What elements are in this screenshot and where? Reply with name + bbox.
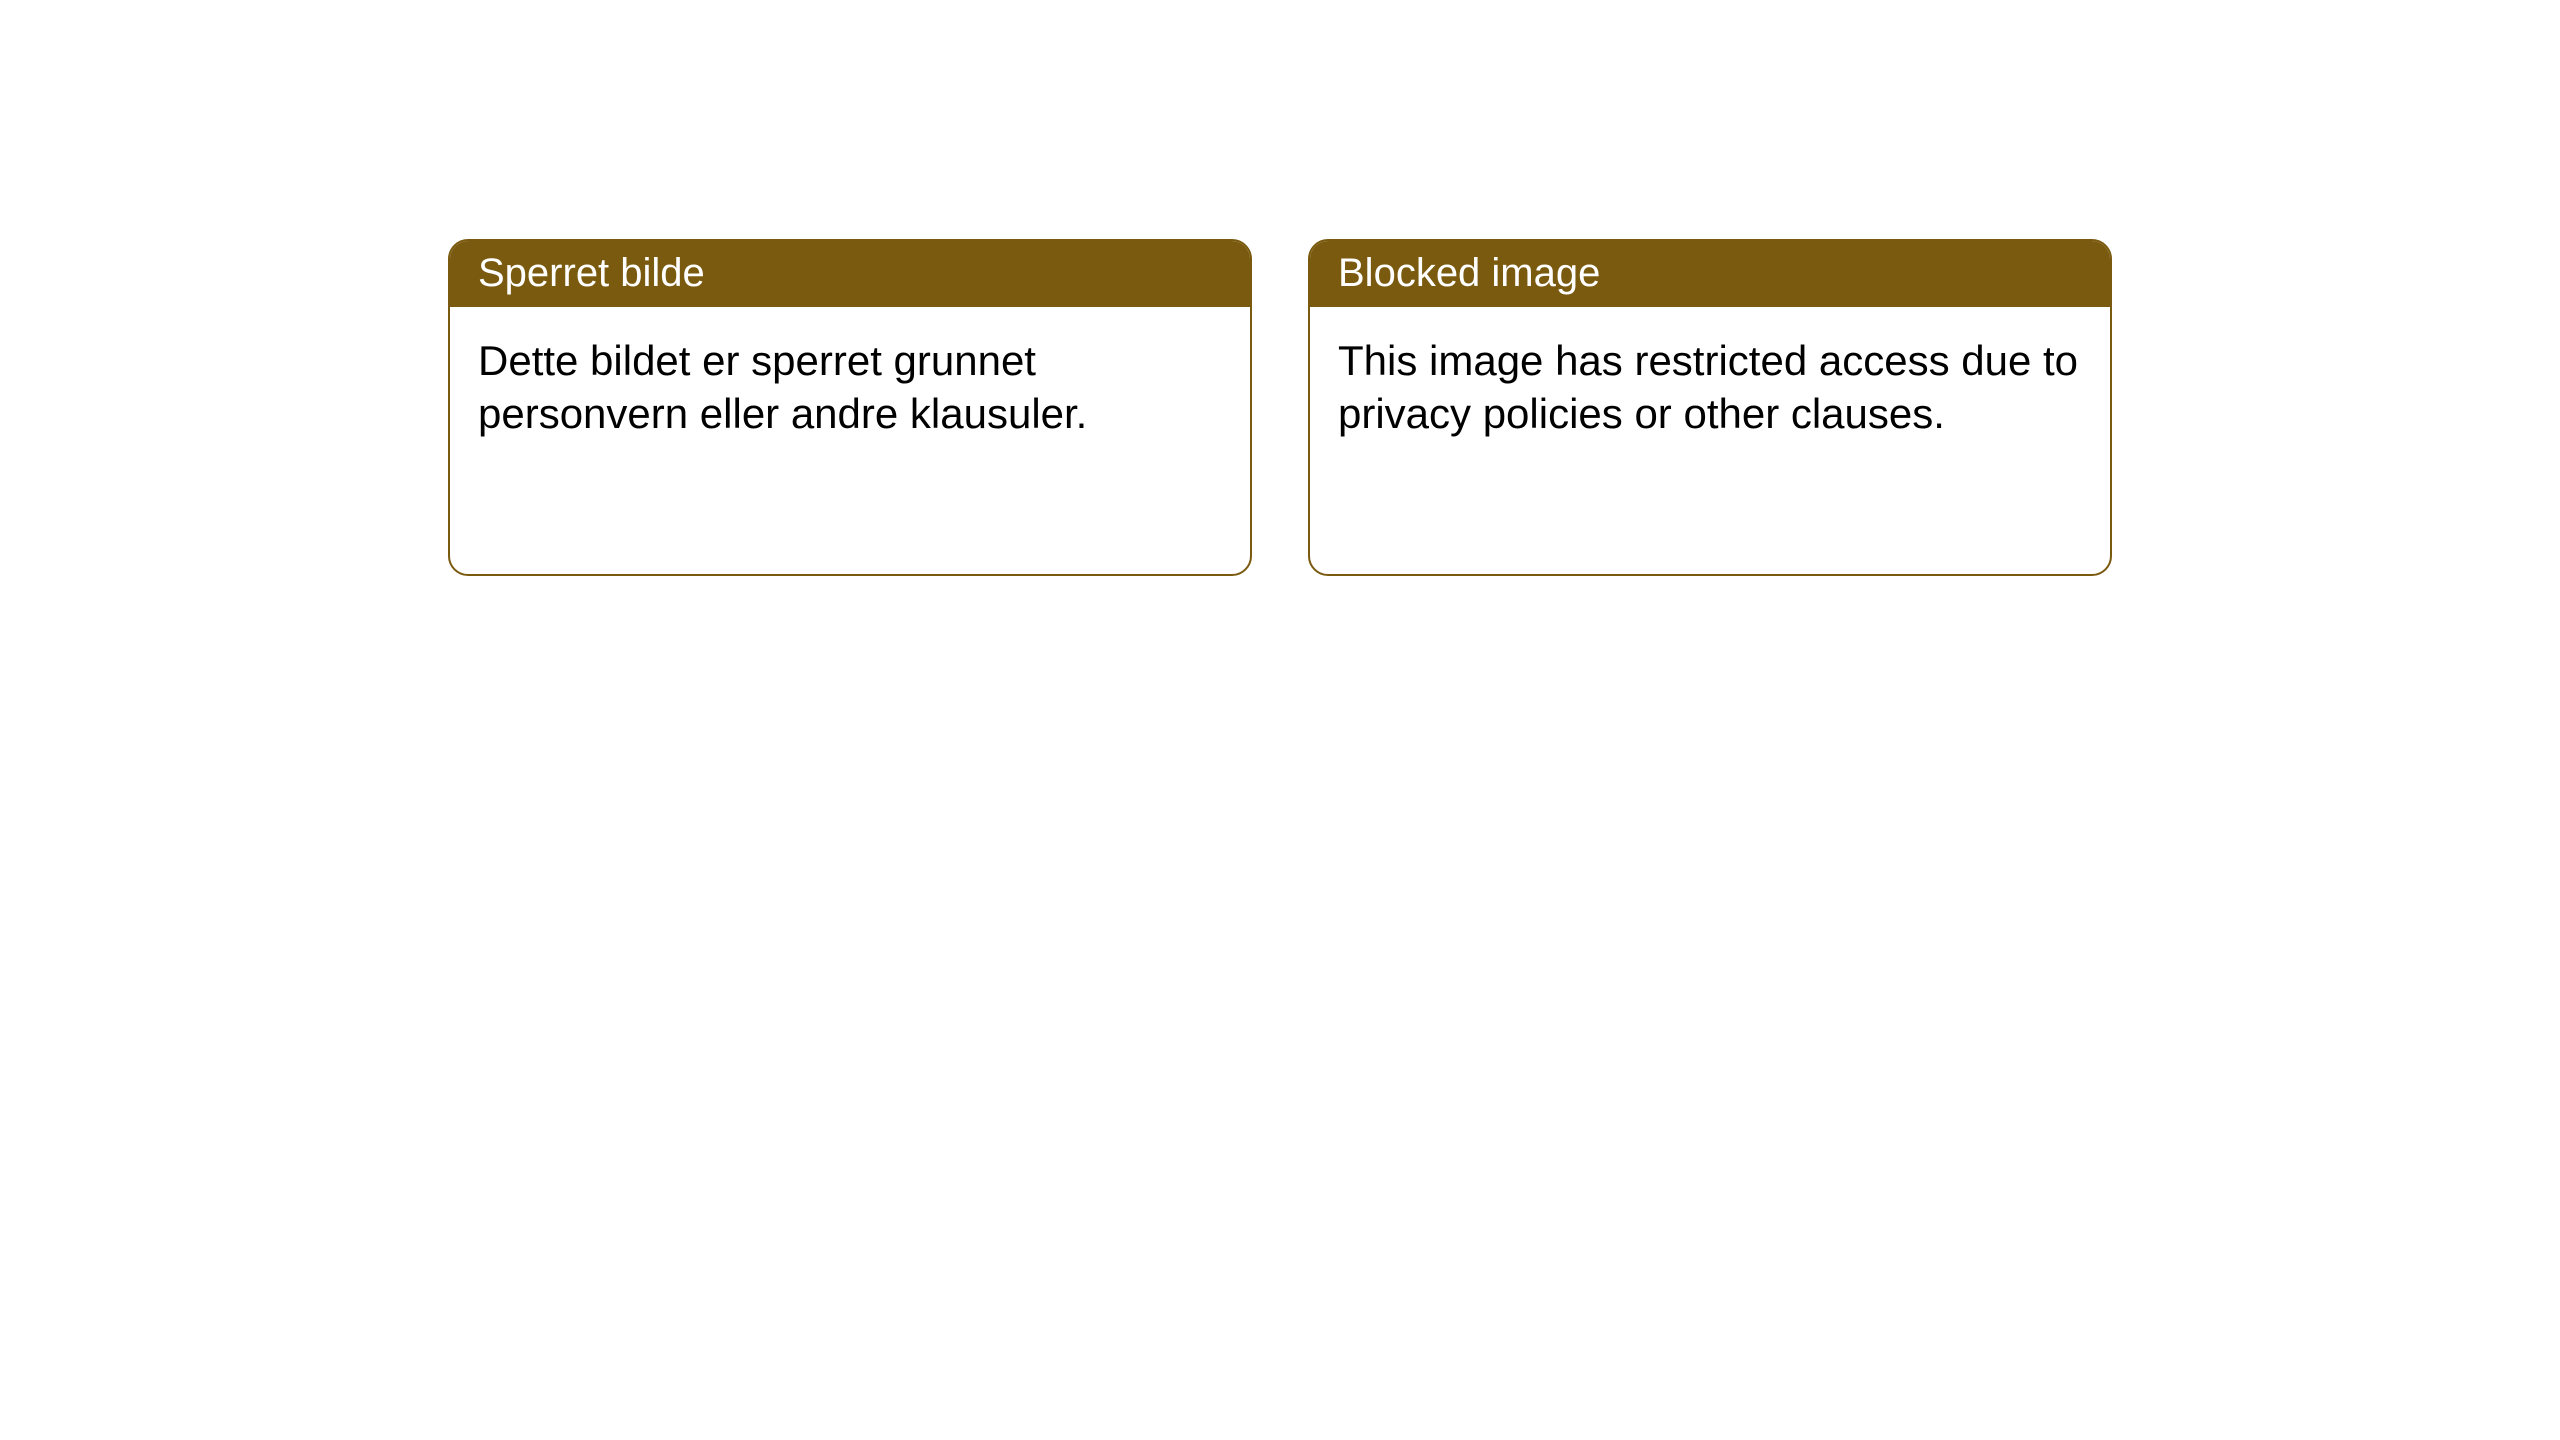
notice-container: Sperret bilde Dette bildet er sperret gr… [448,239,2112,576]
notice-header: Blocked image [1310,241,2110,307]
notice-card-english: Blocked image This image has restricted … [1308,239,2112,576]
notice-body: Dette bildet er sperret grunnet personve… [450,307,1250,468]
notice-title: Sperret bilde [478,251,705,295]
notice-body: This image has restricted access due to … [1310,307,2110,468]
notice-body-text: Dette bildet er sperret grunnet personve… [478,337,1087,437]
notice-header: Sperret bilde [450,241,1250,307]
notice-card-norwegian: Sperret bilde Dette bildet er sperret gr… [448,239,1252,576]
notice-title: Blocked image [1338,251,1600,295]
notice-body-text: This image has restricted access due to … [1338,337,2078,437]
